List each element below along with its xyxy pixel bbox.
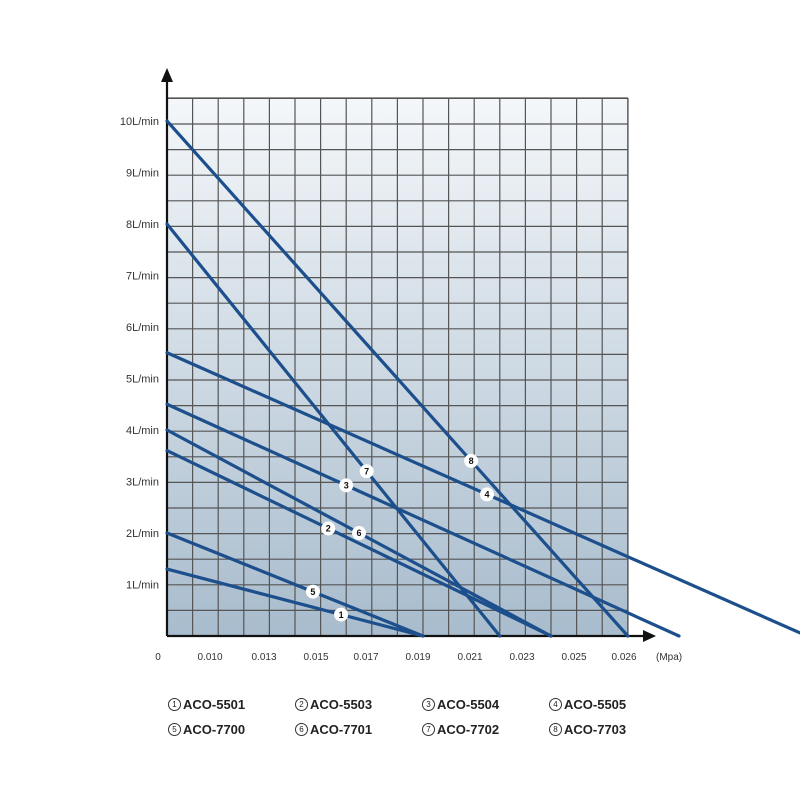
series-number-label: 3 [344, 481, 349, 491]
legend-row: 1 ACO-5501 2 ACO-5503 3 ACO-5504 4 ACO-5505 [168, 692, 688, 717]
legend-number-badge: 8 [549, 723, 562, 736]
x-axis-arrow [643, 630, 656, 642]
legend-label: ACO-7700 [183, 722, 246, 737]
series-number-label: 5 [310, 587, 315, 597]
y-tick-label: 8L/min [126, 219, 159, 231]
series-line-aco-5501 [165, 567, 425, 638]
y-tick-label: 3L/min [126, 477, 159, 489]
legend: 1 ACO-5501 2 ACO-5503 3 ACO-5504 4 ACO-5505 … [168, 692, 688, 742]
legend-label: ACO-7702 [437, 722, 500, 737]
legend-item-aco-7703: 8 ACO-7703 [549, 722, 676, 737]
legend-row: 5 ACO-7700 6 ACO-7701 7 ACO-7702 8 ACO-7703 [168, 717, 688, 742]
legend-number-badge: 6 [295, 723, 308, 736]
y-tick-label: 5L/min [126, 374, 159, 386]
series-number-label: 4 [484, 490, 489, 500]
series-number-label: 6 [356, 528, 361, 538]
series-label-badge [352, 526, 366, 540]
legend-item-aco-7702: 7 ACO-7702 [422, 722, 549, 737]
legend-item-aco-5501: 1 ACO-5501 [168, 697, 295, 712]
series-label-badge [305, 584, 320, 599]
legend-label: ACO-5504 [437, 697, 500, 712]
y-tick-label: 4L/min [126, 425, 159, 437]
x-tick-label: 0.025 [561, 652, 586, 663]
legend-number-badge: 5 [168, 723, 181, 736]
x-tick-label: 0.017 [353, 652, 378, 663]
legend-label: ACO-5505 [564, 697, 627, 712]
y-tick-label: 9L/min [126, 168, 159, 180]
series-label-badge [339, 478, 354, 493]
legend-number-badge: 2 [295, 698, 308, 711]
grid [167, 97, 629, 636]
series-number-label: 7 [364, 466, 369, 476]
x-tick-label: 0.021 [457, 652, 482, 663]
legend-item-aco-5503: 2 ACO-5503 [295, 697, 422, 712]
x-tick-label: 0 [155, 652, 161, 663]
y-tick-label: 10L/min [120, 116, 159, 128]
legend-number-badge: 1 [168, 698, 181, 711]
legend-number-badge: 3 [422, 698, 435, 711]
series-label-badge [464, 453, 479, 468]
series-label-badge [359, 464, 374, 479]
legend-label: ACO-7701 [310, 722, 373, 737]
x-tick-label: 0.023 [509, 652, 534, 663]
x-tick-label: 0.026 [611, 652, 636, 663]
y-axis-arrow [161, 68, 173, 82]
legend-item-aco-7701: 6 ACO-7701 [295, 722, 422, 737]
series-line-aco-7703 [165, 119, 630, 638]
legend-number-badge: 4 [549, 698, 562, 711]
x-tick-label: 0.015 [303, 652, 328, 663]
series-line-aco-7700 [165, 531, 425, 638]
y-tick-label: 1L/min [126, 580, 159, 592]
x-axis-unit-label: (Mpa) [656, 652, 682, 663]
legend-label: ACO-7703 [564, 722, 627, 737]
y-tick-label: 7L/min [126, 271, 159, 283]
legend-number-badge: 7 [422, 723, 435, 736]
x-tick-label: 0.010 [197, 652, 222, 663]
series-number-label: 1 [339, 610, 344, 620]
legend-item-aco-5505: 4 ACO-5505 [549, 697, 676, 712]
legend-item-aco-7700: 5 ACO-7700 [168, 722, 295, 737]
legend-label: ACO-5503 [310, 697, 373, 712]
series-number-label: 8 [469, 456, 474, 466]
series-line-aco-5503 [165, 449, 553, 638]
x-tick-label: 0.013 [251, 652, 276, 663]
series-label-badge [334, 607, 349, 622]
series-label-badge [321, 521, 336, 536]
y-tick-label: 2L/min [126, 528, 159, 540]
series-line-aco-7702 [165, 222, 502, 638]
legend-item-aco-5504: 3 ACO-5504 [422, 697, 549, 712]
x-tick-label: 0.019 [405, 652, 430, 663]
legend-label: ACO-5501 [183, 697, 246, 712]
series-number-label: 2 [326, 524, 331, 534]
series-label-badge [480, 487, 494, 502]
y-tick-label: 6L/min [126, 322, 159, 334]
